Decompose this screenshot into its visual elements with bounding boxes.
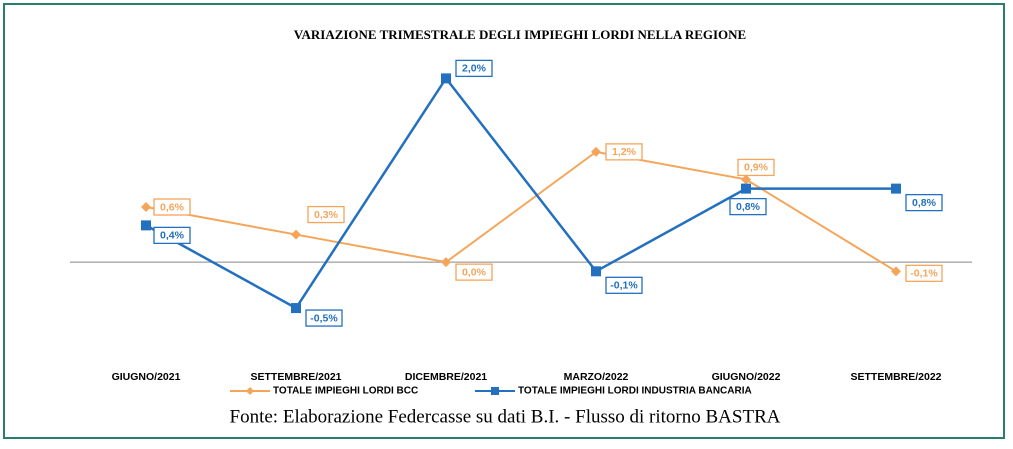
marker [141,220,151,231]
value-label-box [605,143,643,161]
value-label-box [905,264,943,282]
marker [741,183,751,194]
value-label-box [455,59,493,78]
value-label-box [729,197,767,216]
series-line [145,150,897,273]
value-label-box [455,263,493,281]
value-label-box [153,226,191,245]
x-tick-label: GIUGNO/2022 [712,371,781,383]
x-tick-label: GIUGNO/2021 [112,371,181,383]
marker [441,73,451,84]
value-label: 0,8% [912,197,937,209]
legend-marker [246,387,254,395]
marker [291,303,301,314]
frame [3,3,1005,439]
marker [441,257,451,268]
marker [591,146,601,157]
x-tick-label: SETTEMBRE/2022 [850,371,941,383]
value-label: 0,8% [736,201,761,213]
legend-label: TOTALE IMPIEGHI LORDI INDUSTRIA BANCARIA [518,386,752,397]
value-label: 0,0% [462,266,487,278]
x-tick-label: SETTEMBRE/2021 [250,371,341,383]
value-label: -0,1% [910,268,938,280]
value-label-box [153,198,191,216]
value-label-box [737,158,775,177]
value-label: 2,0% [462,63,487,75]
chart-title: VARIAZIONE TRIMESTRALE DEGLI IMPIEGHI LO… [294,27,746,42]
marker [591,266,601,277]
value-label: 0,3% [314,209,339,221]
value-label: 0,4% [160,230,185,242]
legend-label: TOTALE IMPIEGHI LORDI BCC [273,386,418,397]
value-label-box [605,276,643,294]
value-label: -0,1% [610,280,638,292]
value-label: 1,2% [612,146,637,158]
source: Fonte: Elaborazione Federcasse su dati B… [230,406,781,427]
marker [141,202,151,212]
marker [891,183,901,194]
x-tick-label: DICEMBRE/2021 [405,371,487,383]
x-tick-label: MARZO/2022 [564,371,629,383]
value-label-box [305,309,343,327]
value-label-box [905,193,943,212]
value-label: 0,6% [160,201,185,213]
marker [291,229,301,240]
value-label: -0,5% [310,312,338,324]
legend-marker [491,387,499,395]
series-line [145,76,896,310]
marker [741,174,751,185]
value-label: 0,9% [744,162,769,174]
marker [891,266,901,277]
value-label-box [307,205,345,224]
